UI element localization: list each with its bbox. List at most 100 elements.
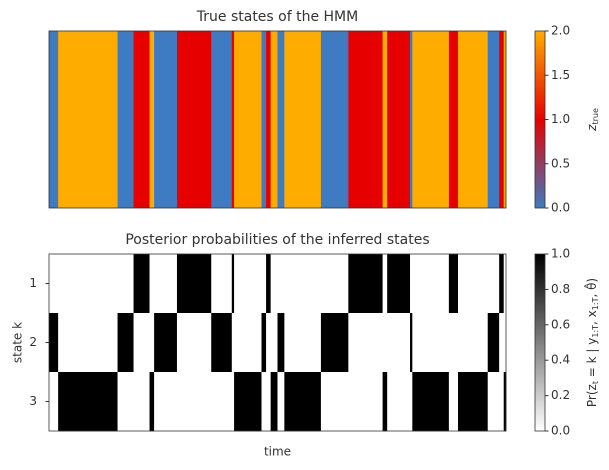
colorbar <box>534 253 546 432</box>
cell <box>348 254 383 314</box>
cell <box>231 31 235 208</box>
label-part: 1:T <box>591 297 600 310</box>
cell <box>284 372 322 432</box>
cell <box>231 313 235 373</box>
label-part: 1:T <box>591 325 600 338</box>
cell <box>448 254 459 314</box>
cell <box>503 313 507 373</box>
cell <box>133 254 150 314</box>
colorbar-tick-label: 0.4 <box>551 353 570 367</box>
cell <box>176 313 212 373</box>
cell <box>266 372 271 432</box>
cell <box>284 254 322 314</box>
cell <box>154 31 178 208</box>
axes-frame <box>48 253 507 432</box>
label-part: t <box>591 381 600 384</box>
y-tick-label: 3 <box>29 394 37 408</box>
cell <box>261 313 267 373</box>
cell <box>234 254 262 314</box>
colorbar-tick-label: 0.6 <box>551 317 570 331</box>
cell <box>458 313 489 373</box>
cell <box>284 313 322 373</box>
cell <box>277 313 285 373</box>
cell <box>117 313 134 373</box>
cell <box>133 313 150 373</box>
cell <box>277 254 285 314</box>
cell <box>149 313 155 373</box>
cell <box>117 254 134 314</box>
cell <box>448 372 459 432</box>
cell <box>382 372 388 432</box>
cell <box>270 313 278 373</box>
cell <box>211 313 233 373</box>
cell <box>231 254 235 314</box>
cell <box>382 313 388 373</box>
colorbar-tick-label: 0.2 <box>551 388 570 402</box>
label-part: , x <box>585 310 599 325</box>
cell <box>320 313 349 373</box>
colorbar-label: ztrue <box>585 108 600 132</box>
cell <box>270 372 278 432</box>
cell <box>176 254 212 314</box>
y-axis-label: state k <box>11 322 25 363</box>
cell <box>176 31 212 208</box>
colorbar-tick-label: 0.0 <box>551 424 570 438</box>
cell <box>231 372 235 432</box>
cell <box>410 313 413 373</box>
colorbar-tick-label: 2.0 <box>551 24 570 38</box>
cell <box>261 372 267 432</box>
cell <box>448 31 459 208</box>
cell <box>499 313 505 373</box>
cell <box>277 31 285 208</box>
cell <box>149 31 155 208</box>
cell <box>117 372 134 432</box>
cell <box>503 254 507 314</box>
cell <box>149 372 155 432</box>
cell <box>487 31 500 208</box>
cell <box>58 31 118 208</box>
cell <box>320 254 349 314</box>
cell <box>487 313 500 373</box>
cell <box>49 254 59 314</box>
colorbar-tick-label: 1.5 <box>551 68 570 82</box>
colorbar <box>534 30 546 209</box>
cell <box>320 31 349 208</box>
cell <box>382 254 388 314</box>
cell <box>458 31 489 208</box>
cell <box>234 31 262 208</box>
cell <box>503 372 507 432</box>
cell <box>58 254 118 314</box>
label-part: true <box>591 108 600 124</box>
cell <box>270 254 278 314</box>
colorbar-label: Pr(zt = k | y1:T, x1:T, θ̂) <box>582 278 599 407</box>
cell <box>211 254 233 314</box>
cell <box>458 372 489 432</box>
cell <box>211 372 233 432</box>
colorbar-tick-label: 0.8 <box>551 282 570 296</box>
cell <box>211 31 233 208</box>
cell <box>487 372 500 432</box>
cell <box>149 254 155 314</box>
cell <box>154 313 178 373</box>
cell <box>348 313 383 373</box>
cell <box>49 313 59 373</box>
cell <box>348 372 383 432</box>
cell <box>133 31 150 208</box>
label-part: = k | y <box>585 338 599 381</box>
cell <box>261 31 267 208</box>
colorbar-tick-label: 1.0 <box>551 112 570 126</box>
cell <box>266 254 271 314</box>
y-tick-label: 2 <box>29 335 37 349</box>
colorbar-tick-label: 0.5 <box>551 156 570 170</box>
cell <box>117 31 134 208</box>
cell <box>58 372 118 432</box>
chart-title: Posterior probabilities of the inferred … <box>125 232 429 248</box>
chart-title: True states of the HMM <box>196 9 358 25</box>
cell <box>234 372 262 432</box>
cell <box>387 254 411 314</box>
cell <box>49 372 59 432</box>
cell <box>412 313 450 373</box>
cell <box>382 31 388 208</box>
label-part: , θ̂) <box>582 278 598 298</box>
cell <box>387 372 411 432</box>
